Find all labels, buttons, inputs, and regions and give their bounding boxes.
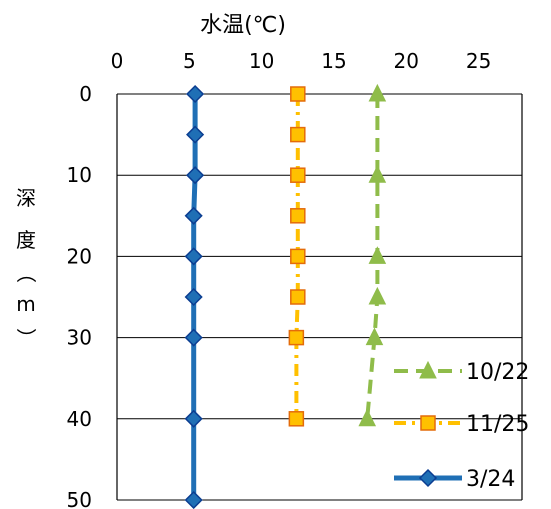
y-tick-label: 10 xyxy=(67,163,92,187)
data-point xyxy=(186,84,205,104)
legend-entry: 10/22 xyxy=(394,360,529,385)
gridlines xyxy=(117,93,522,501)
y-axis-label-char: 深 xyxy=(16,186,36,210)
x-tick-label: 15 xyxy=(321,49,346,73)
legend-label: 11/25 xyxy=(466,412,529,437)
legend-marker xyxy=(418,468,438,488)
series-diamond xyxy=(184,84,205,509)
axes xyxy=(116,94,523,500)
x-tick-label: 5 xyxy=(183,49,196,73)
data-point xyxy=(288,411,305,427)
data-point xyxy=(184,287,203,307)
data-point xyxy=(184,409,203,428)
x-tick-label: 0 xyxy=(111,49,124,73)
chart-title: 水温(℃) xyxy=(200,13,286,38)
data-point xyxy=(368,286,387,305)
data-point xyxy=(184,247,203,266)
data-point xyxy=(290,248,306,265)
legend-label: 10/22 xyxy=(466,360,529,385)
y-tick-label: 20 xyxy=(67,244,92,268)
data-point xyxy=(290,126,306,143)
data-point xyxy=(365,327,384,346)
y-axis-label-char: （ xyxy=(14,263,38,283)
y-axis-label-char: ） xyxy=(14,328,38,348)
series-line xyxy=(365,94,380,419)
y-tick-label: 40 xyxy=(67,407,92,431)
data-point xyxy=(368,165,387,183)
y-axis-label-char: 度 xyxy=(16,228,36,252)
legend-label: 3/24 xyxy=(466,467,515,492)
tick-labels: 0 5 10 15 20 25 0 10 20 30 40 50 xyxy=(67,49,492,509)
data-point xyxy=(184,328,203,347)
data-point xyxy=(288,329,305,346)
y-axis-label-char: m xyxy=(16,292,35,316)
y-tick-label: 0 xyxy=(79,82,92,106)
x-tick-label: 25 xyxy=(466,49,491,73)
data-point xyxy=(358,408,377,427)
legend-entry: 11/25 xyxy=(394,412,529,437)
data-point xyxy=(290,86,306,102)
y-tick-label: 50 xyxy=(67,488,92,509)
series-triangle xyxy=(358,83,387,427)
series-layer xyxy=(184,83,387,509)
data-point xyxy=(184,490,203,509)
data-point xyxy=(290,208,306,224)
legend-marker xyxy=(420,415,436,431)
data-point xyxy=(184,206,203,225)
legend-entry: 3/24 xyxy=(394,467,515,492)
series-square xyxy=(288,86,306,427)
y-axis-label: 深度 （ m ） xyxy=(14,186,38,348)
x-tick-label: 10 xyxy=(249,49,274,73)
x-tick-label: 20 xyxy=(394,49,419,73)
data-point xyxy=(368,246,387,264)
data-point xyxy=(290,167,306,183)
data-point xyxy=(290,289,306,305)
data-point xyxy=(186,166,205,185)
legend: 10/22 11/25 3/24 xyxy=(394,360,529,492)
legend-marker xyxy=(419,360,437,379)
y-tick-label: 30 xyxy=(67,326,92,350)
data-point xyxy=(368,83,387,102)
data-point xyxy=(186,125,205,144)
